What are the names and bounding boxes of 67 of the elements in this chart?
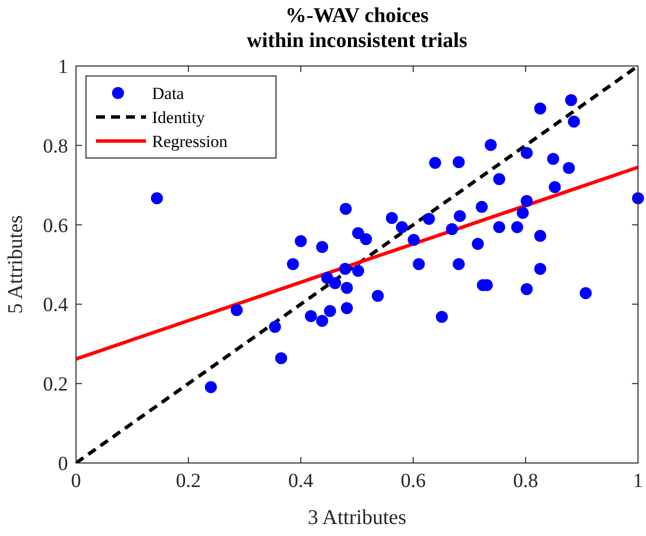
point bbox=[516, 206, 529, 219]
point bbox=[304, 310, 317, 322]
point bbox=[548, 181, 561, 194]
x-tick-label: 0.8 bbox=[513, 470, 538, 492]
point bbox=[316, 241, 328, 254]
x-tick-label: 0.2 bbox=[176, 470, 201, 492]
point bbox=[568, 116, 580, 128]
point bbox=[580, 287, 592, 300]
point bbox=[534, 230, 546, 242]
point bbox=[324, 304, 336, 317]
point bbox=[340, 282, 353, 294]
point bbox=[340, 202, 352, 215]
point bbox=[454, 210, 466, 222]
y-tick-label: 0.6 bbox=[43, 214, 68, 237]
point bbox=[452, 258, 465, 270]
point bbox=[339, 262, 352, 275]
point bbox=[452, 156, 465, 168]
point bbox=[294, 235, 307, 248]
y-axis-title: 5 Attributes bbox=[3, 215, 27, 314]
point bbox=[511, 221, 524, 234]
legend-label: Regression bbox=[152, 132, 228, 151]
point bbox=[316, 314, 328, 327]
x-tick-label: 1 bbox=[633, 470, 643, 492]
point bbox=[204, 381, 217, 394]
y-tick-label: 0 bbox=[58, 453, 68, 475]
point bbox=[372, 290, 384, 302]
y-tick-label: 1 bbox=[58, 56, 68, 78]
point bbox=[352, 227, 364, 240]
point bbox=[565, 94, 578, 106]
point bbox=[476, 200, 488, 213]
x-tick-label: 0.6 bbox=[400, 470, 426, 492]
point bbox=[422, 212, 435, 225]
point bbox=[562, 162, 575, 174]
point bbox=[329, 277, 342, 290]
point bbox=[360, 233, 372, 246]
point bbox=[386, 212, 398, 224]
point bbox=[520, 194, 533, 207]
point bbox=[472, 238, 484, 250]
point bbox=[340, 302, 353, 314]
chart-title: %-WAV choices within inconsistent trials bbox=[246, 3, 468, 52]
point bbox=[396, 221, 408, 234]
point bbox=[493, 173, 506, 186]
x-tick-label: 0.4 bbox=[288, 470, 314, 492]
legend-label: Identity bbox=[152, 108, 206, 127]
point bbox=[230, 304, 243, 316]
legend-label: Data bbox=[152, 84, 185, 103]
point bbox=[352, 264, 364, 277]
point bbox=[493, 221, 506, 234]
point bbox=[286, 258, 299, 270]
point bbox=[534, 262, 546, 275]
point bbox=[534, 102, 546, 114]
y-tick-label: 0.4 bbox=[43, 294, 68, 316]
point bbox=[268, 320, 281, 333]
y-tick-label: 0.2 bbox=[43, 374, 68, 396]
point bbox=[408, 234, 420, 246]
point bbox=[446, 223, 458, 236]
point bbox=[520, 146, 533, 159]
x-axis-title: 3 Attributes bbox=[308, 505, 406, 529]
point bbox=[547, 152, 560, 165]
point bbox=[436, 310, 448, 323]
point bbox=[412, 258, 425, 270]
point bbox=[484, 139, 497, 152]
point bbox=[275, 352, 288, 364]
point bbox=[429, 156, 442, 169]
point bbox=[520, 283, 533, 296]
y-tick-label: 0.8 bbox=[43, 135, 68, 158]
point bbox=[150, 192, 163, 204]
